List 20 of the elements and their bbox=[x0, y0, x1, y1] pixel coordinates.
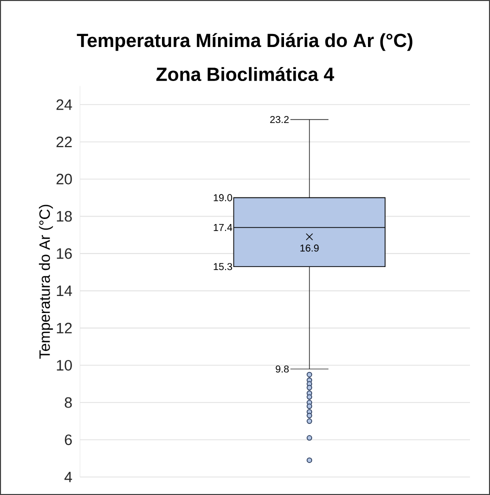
y-tick-label: 16 bbox=[56, 248, 72, 259]
annotation: 9.8 bbox=[276, 365, 289, 373]
y-tick-label: 24 bbox=[56, 99, 72, 110]
y-tick-label: 14 bbox=[56, 286, 72, 296]
annotation: 19.0 bbox=[214, 194, 232, 202]
y-tick-label: 10 bbox=[56, 360, 72, 371]
annotation: 15.3 bbox=[214, 263, 232, 270]
y-tick-label: 20 bbox=[56, 174, 72, 184]
annotation: 16.9 bbox=[300, 244, 319, 252]
y-axis-title: Temperatura do Ar (°C) bbox=[38, 204, 53, 359]
annotation: 23.2 bbox=[270, 116, 289, 124]
y-tick-label: 12 bbox=[56, 322, 72, 334]
chart-title: Temperatura Mínima Diária do Ar (°C) bbox=[76, 33, 412, 51]
y-tick-label: 4 bbox=[64, 472, 72, 482]
annotation: 17.4 bbox=[214, 224, 232, 231]
chart-subtitle: Zona Bioclimática 4 bbox=[156, 66, 334, 82]
y-tick-label: 22 bbox=[56, 136, 72, 148]
y-tick-label: 18 bbox=[56, 211, 72, 222]
y-tick-label: 6 bbox=[64, 434, 72, 446]
y-tick-label: 8 bbox=[64, 397, 72, 408]
